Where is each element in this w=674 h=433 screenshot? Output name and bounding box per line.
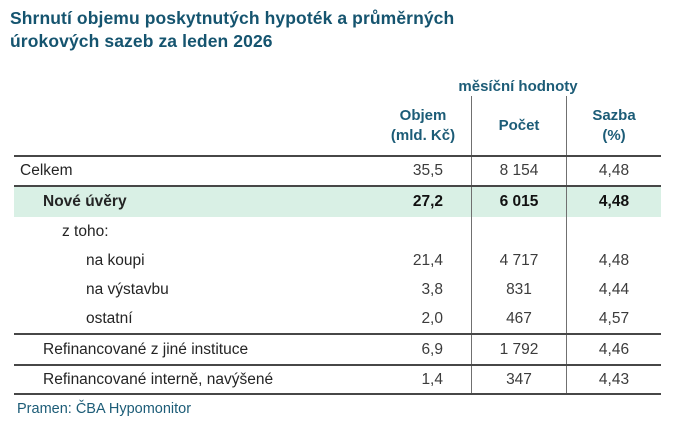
table-row-nove-uvery: Nové úvěry 27,2 6 015 4,48 bbox=[14, 187, 661, 217]
source-note: Pramen: ČBA Hypomonitor bbox=[17, 401, 192, 417]
column-header-objem: Objem (mld. Kč) bbox=[375, 96, 471, 155]
row-label: Refinancované z jiné instituce bbox=[43, 340, 249, 358]
cell-pocet: 6 015 bbox=[471, 187, 566, 217]
row-label: na výstavbu bbox=[86, 280, 169, 298]
table-row-na-koupi: na koupi 21,4 4 717 4,48 bbox=[14, 246, 661, 275]
cell-objem: 6,9 bbox=[421, 340, 443, 358]
row-label: Refinancované interně, navýšené bbox=[43, 370, 274, 388]
column-header-sazba: Sazba (%) bbox=[566, 96, 661, 155]
row-label: z toho: bbox=[62, 222, 109, 240]
table-row-refinancovane-interne: Refinancované interně, navýšené 1,4 347 … bbox=[14, 366, 661, 395]
cell-sazba: 4,57 bbox=[566, 304, 661, 333]
column-group-row: měsíční hodnoty bbox=[14, 76, 661, 96]
table-row-z-toho: z toho: bbox=[14, 217, 661, 246]
row-label: na koupi bbox=[86, 251, 145, 269]
cell-pocet: 4 717 bbox=[471, 246, 566, 275]
cell-sazba: 4,46 bbox=[566, 335, 661, 364]
cell-sazba: 4,43 bbox=[566, 366, 661, 393]
cell-objem bbox=[375, 217, 471, 246]
cell-pocet: 467 bbox=[471, 304, 566, 333]
column-group-header: měsíční hodnoty bbox=[458, 77, 578, 95]
cell-objem: 1,4 bbox=[421, 370, 443, 388]
column-header-objem-line1: Objem bbox=[399, 106, 447, 124]
cell-pocet: 8 154 bbox=[471, 157, 566, 185]
table-row-ostatni: ostatní 2,0 467 4,57 bbox=[14, 304, 661, 335]
column-header-objem-line2: (mld. Kč) bbox=[390, 126, 456, 144]
cell-objem: 2,0 bbox=[421, 309, 443, 327]
page-title-line2: úrokových sazeb za leden 2026 bbox=[10, 31, 273, 51]
table-row-refinancovane-jine: Refinancované z jiné instituce 6,9 1 792… bbox=[14, 335, 661, 366]
cell-objem: 27,2 bbox=[412, 193, 443, 210]
cell-sazba: 4,44 bbox=[566, 275, 661, 304]
cell-pocet: 831 bbox=[471, 275, 566, 304]
table-row-celkem: Celkem 35,5 8 154 4,48 bbox=[14, 157, 661, 187]
cell-pocet: 347 bbox=[471, 366, 566, 393]
column-header-pocet: Počet bbox=[471, 96, 566, 155]
cell-objem: 3,8 bbox=[421, 280, 443, 298]
cell-pocet: 1 792 bbox=[471, 335, 566, 364]
cell-objem: 21,4 bbox=[412, 251, 443, 269]
column-header-sazba-line2: (%) bbox=[602, 126, 626, 144]
row-label: Celkem bbox=[20, 162, 73, 179]
cell-sazba: 4,48 bbox=[566, 157, 661, 185]
cell-sazba: 4,48 bbox=[566, 187, 661, 217]
cell-pocet bbox=[471, 217, 566, 246]
page-title-line1: Shrnutí objemu poskytnutých hypoték a pr… bbox=[10, 8, 455, 28]
table-row-na-vystavbu: na výstavbu 3,8 831 4,44 bbox=[14, 275, 661, 304]
summary-table: měsíční hodnoty Objem (mld. Kč) Počet Sa… bbox=[14, 76, 661, 395]
spacer-cell bbox=[14, 76, 375, 96]
row-label: Nové úvěry bbox=[43, 193, 127, 210]
cell-objem: 35,5 bbox=[412, 162, 443, 179]
column-header-row: Objem (mld. Kč) Počet Sazba (%) bbox=[14, 96, 661, 157]
row-label: ostatní bbox=[86, 309, 133, 327]
spacer-cell bbox=[14, 96, 375, 155]
cell-sazba: 4,48 bbox=[566, 246, 661, 275]
page-title: Shrnutí objemu poskytnutých hypoték a pr… bbox=[10, 7, 454, 53]
cell-sazba bbox=[566, 217, 661, 246]
column-header-sazba-line1: Sazba bbox=[592, 106, 636, 124]
